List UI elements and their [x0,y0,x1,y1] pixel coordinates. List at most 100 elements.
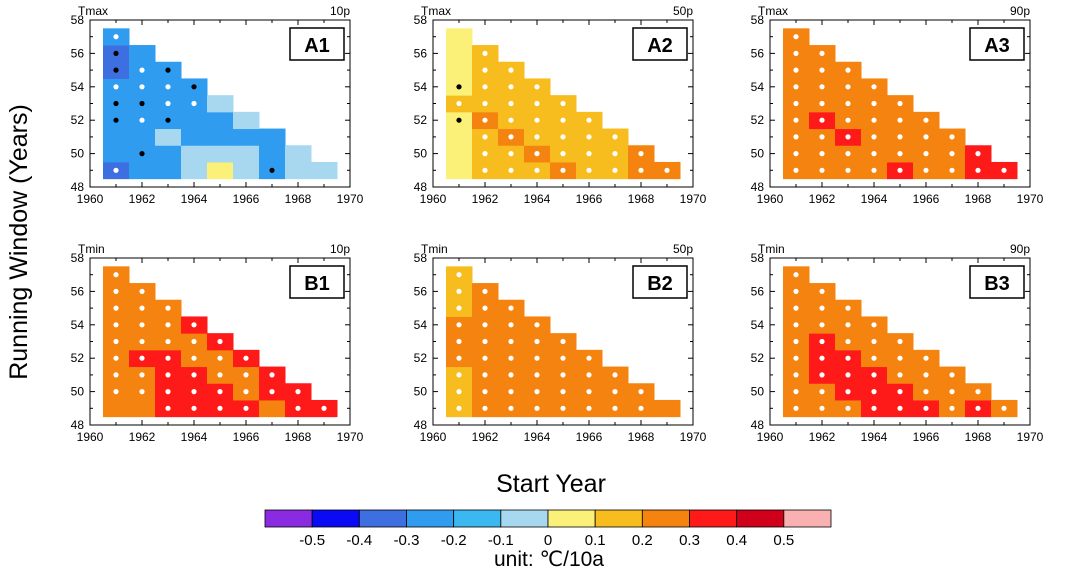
significance-dot-black [139,100,145,107]
y-tick-label: 54 [414,318,428,332]
x-tick-label: 1960 [420,192,447,206]
y-tick-label: 52 [71,351,85,365]
x-tick-label: 1964 [524,430,551,444]
significance-dot-white [819,134,825,140]
significance-dot-white [793,305,799,311]
colorbar-swatch [311,509,360,528]
significance-dot-white [845,67,851,73]
significance-dot-white [508,322,514,328]
significance-dot-black [269,167,275,173]
x-tick-label: 1964 [861,192,888,206]
x-tick-label: 1960 [77,430,104,444]
significance-dot-white [534,405,540,411]
significance-dot-white [482,305,488,311]
significance-dot-white [612,167,618,173]
x-axis-label: Start Year [496,470,606,498]
significance-dot-white [793,288,799,294]
panel-id-label: A2 [647,35,673,57]
significance-dot-white [243,372,249,378]
colorbar-tick-label: 0.2 [632,532,653,549]
significance-dot-white [560,389,566,395]
significance-dot-white [612,134,618,140]
significance-dot-white [923,405,929,411]
heatmap-cell [103,128,130,146]
significance-dot-white [113,389,119,395]
significance-dot-white [534,117,540,123]
significance-dot-white [586,167,592,173]
heatmap-cell [446,145,473,163]
panel-id-label: B2 [647,273,673,295]
significance-dot-white [534,338,540,345]
significance-dot-white [949,405,955,411]
significance-dot-white [217,372,223,378]
significance-dot-white [191,322,197,328]
heatmap-cell [155,145,182,163]
y-tick-label: 50 [414,147,428,161]
significance-dot-white [456,305,462,311]
significance-dot-white [139,117,145,123]
heatmap-cell [207,111,234,130]
panel-variable-label: Tmax [758,4,788,18]
panel-variable-label: Tmax [78,4,108,18]
significance-dot-white [819,67,825,73]
significance-dot-white [508,84,514,90]
significance-dot-white [793,405,799,411]
panel-id-label: B3 [984,273,1010,295]
colorbar-swatch [406,509,455,528]
panel-percentile-label: 10p [330,4,350,18]
significance-dot-white [560,338,566,345]
significance-dot-white [612,151,618,157]
significance-dot-white [482,50,488,57]
panel-a3: 1960 1962 1964 1966 1968 1970 48 50 52 54 56 58Tmax… [751,4,1044,206]
significance-dot-white [139,372,145,378]
significance-dot-white [819,389,825,395]
colorbar-swatch [641,509,690,528]
significance-dot-white [586,405,592,411]
x-tick-label: 1966 [576,192,603,206]
significance-dot-white [612,389,618,395]
heatmap-cell [446,61,473,79]
significance-dot-black [165,67,171,73]
significance-dot-white [845,100,851,107]
significance-dot-white [113,34,119,40]
y-tick-label: 52 [414,351,428,365]
heatmap-cell [446,28,473,46]
significance-dot-white [165,372,171,378]
significance-dot-white [793,34,799,40]
panel-a1: 1960 1962 1964 1966 1968 1970 48 50 52 54 56 58Tmax… [71,4,364,206]
significance-dot-white [165,389,171,395]
x-tick-label: 1970 [680,430,707,444]
y-tick-label: 54 [71,318,85,332]
panel-percentile-label: 90p [1010,242,1030,256]
x-tick-label: 1964 [181,192,208,206]
significance-dot-white [534,167,540,173]
x-tick-label: 1962 [809,430,836,444]
significance-dot-white [793,167,799,173]
significance-dot-white [113,338,119,345]
significance-dot-white [793,100,799,107]
significance-dot-white [191,405,197,411]
significance-dot-white [560,100,566,107]
significance-dot-white [508,389,514,395]
significance-dot-white [482,288,488,294]
significance-dot-white [793,67,799,73]
x-tick-label: 1960 [757,430,784,444]
y-tick-label: 54 [71,80,85,94]
significance-dot-white [793,338,799,345]
significance-dot-white [191,355,197,361]
x-tick-label: 1962 [129,430,156,444]
y-tick-label: 52 [751,113,765,127]
significance-dot-white [923,372,929,378]
heatmap-cell [259,145,286,163]
panel-id-box [289,265,345,299]
heatmap-cell [233,161,260,180]
significance-dot-white [534,389,540,395]
colorbar: -0.5 -0.4 -0.3 -0.2 -0.1 0 0.1 0.2 0.3 0.4 0.5 [264,509,832,549]
significance-dot-black [456,117,462,123]
significance-dot-white [508,355,514,361]
significance-dot-white [165,84,171,90]
heatmap-cell [129,399,156,418]
panel-b3: 1960 1962 1964 1966 1968 1970 48 50 52 54 56 58Tmin… [751,242,1044,444]
panel-percentile-label: 90p [1010,4,1030,18]
